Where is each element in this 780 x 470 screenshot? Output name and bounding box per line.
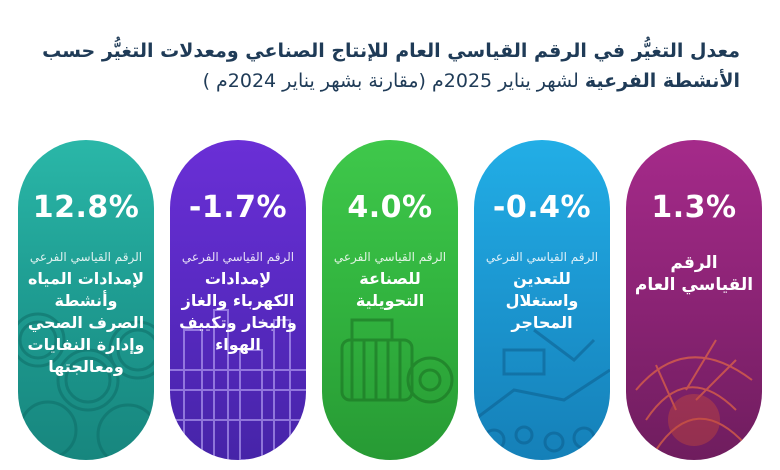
card-value: 1.3% (651, 190, 737, 225)
title-line-2: الأنشطة الفرعية لشهر يناير 2025م (مقارنة… (40, 66, 740, 96)
card-general-index: 1.3% الرقم القياسي العام (626, 140, 762, 460)
card-name: الرقم القياسي العام (634, 253, 754, 295)
card-mining: -0.4% الرقم القياسي الفرعي للتعدين واستغ… (474, 140, 610, 460)
card-manufacturing: 4.0% الرقم القياسي الفرعي للصناعة التحوي… (322, 140, 458, 460)
card-value: -1.7% (188, 190, 288, 225)
card-subtitle: الرقم القياسي الفرعي (181, 250, 295, 264)
electric-motor-photo (340, 318, 454, 404)
card-value: -0.4% (492, 190, 592, 225)
card-name: لإمدادات المياه وأنشطة الصرف الصحي وإدار… (27, 269, 145, 376)
card-water-supply: 12.8% الرقم القياسي الفرعي لإمدادات المي… (18, 140, 154, 460)
card-subtitle: الرقم القياسي الفرعي (29, 250, 143, 264)
title-line-1: معدل التغيُّر في الرقم القياسي العام للإ… (42, 40, 740, 62)
mining-excavator-photo (474, 328, 610, 453)
industrial-sparks-photo (635, 339, 753, 451)
indicator-cards: 12.8% الرقم القياسي الفرعي لإمدادات المي… (18, 140, 762, 460)
power-plant-photo (170, 309, 306, 460)
card-name: للصناعة التحويلية (355, 269, 425, 310)
water-pipes-photo (18, 312, 154, 460)
card-value: 12.8% (32, 190, 140, 225)
page-title: معدل التغيُّر في الرقم القياسي العام للإ… (40, 36, 740, 96)
title-line-2-bold: الأنشطة الفرعية (584, 70, 740, 92)
card-subtitle: الرقم القياسي الفرعي (485, 250, 599, 264)
card-name: للتعدين واستغلال المحاجر (505, 269, 579, 332)
card-name: لإمدادات الكهرباء والغاز والبخار وتكييف … (179, 269, 297, 354)
title-line-2-rest: لشهر يناير 2025م (مقارنة بشهر يناير 2024… (202, 70, 585, 92)
card-subtitle: الرقم القياسي الفرعي (333, 250, 447, 264)
card-electricity: -1.7% الرقم القياسي الفرعي لإمدادات الكه… (170, 140, 306, 460)
card-value: 4.0% (347, 190, 433, 225)
